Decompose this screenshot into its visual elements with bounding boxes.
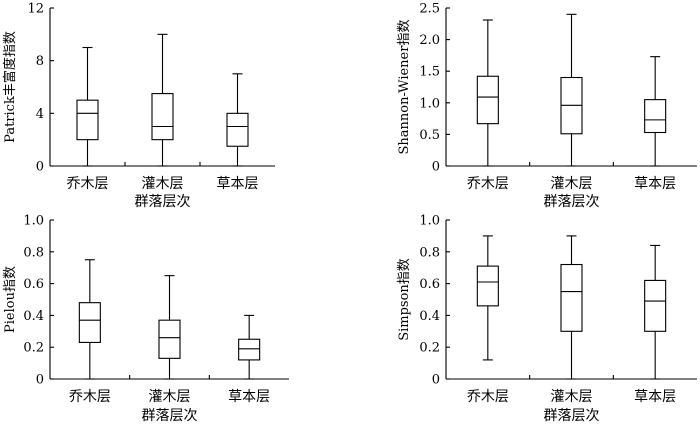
box-plot-3 (226, 73, 249, 167)
x-axis-label: 群落层次 (135, 194, 191, 210)
box-plot-2 (158, 275, 181, 380)
y-tick-label: 12 (27, 2, 44, 17)
iqr-box (226, 112, 249, 147)
y-tick-label: 0.4 (419, 309, 440, 324)
iqr-box (560, 263, 583, 332)
category-label: 草本层 (634, 389, 676, 405)
y-tick-label: 1.0 (419, 96, 440, 111)
iqr-box (644, 99, 667, 134)
box-plot-2 (151, 33, 174, 167)
box-plot-1 (476, 19, 499, 167)
y-tick-label: 0 (432, 160, 440, 175)
category-label: 灌木层 (551, 176, 593, 192)
y-tick-label: 0.6 (23, 277, 44, 292)
y-tick-label: 2.0 (419, 33, 440, 48)
box-plot-3 (644, 56, 667, 167)
y-axis-label: Patrick丰富度指数 (2, 31, 18, 143)
y-tick-label: 4 (36, 107, 44, 122)
category-label: 乔木层 (69, 389, 111, 405)
category-label: 草本层 (634, 176, 676, 192)
y-tick-label: 1.0 (23, 214, 44, 229)
y-tick-label: 0.8 (419, 245, 440, 260)
y-axis-label: Pielou指数 (3, 266, 18, 333)
y-tick-label: 1.0 (419, 214, 440, 229)
box-plot-1 (476, 235, 499, 361)
box-plot-1 (76, 46, 99, 167)
category-label: 乔木层 (467, 389, 509, 405)
x-axis-label: 群落层次 (544, 194, 600, 210)
iqr-box (644, 279, 667, 332)
iqr-box (158, 319, 181, 359)
y-tick-label: 0.2 (23, 341, 44, 356)
iqr-box (238, 338, 261, 361)
box-plot-1 (78, 259, 101, 380)
y-tick-label: 2.5 (419, 2, 440, 17)
box-plot-2 (560, 235, 583, 380)
iqr-box (76, 99, 99, 141)
y-tick-label: 8 (36, 54, 44, 69)
box-plot-3 (644, 244, 667, 380)
y-tick-label: 0.2 (419, 341, 440, 356)
y-tick-label: 0 (432, 373, 440, 388)
x-axis-label: 群落层次 (142, 408, 198, 424)
category-label: 灌木层 (149, 389, 191, 405)
iqr-box (78, 302, 101, 343)
category-label: 乔木层 (67, 176, 109, 192)
y-axis-label: Shannon-Wiener指数 (397, 20, 412, 155)
iqr-box (476, 265, 499, 307)
y-tick-label: 0 (36, 160, 44, 175)
x-axis-label: 群落层次 (544, 408, 600, 424)
y-tick-label: 0.8 (23, 245, 44, 260)
iqr-box (151, 93, 174, 141)
category-label: 草本层 (217, 176, 259, 192)
y-tick-label: 1.5 (419, 65, 440, 80)
category-label: 草本层 (228, 389, 270, 405)
box-plot-3 (238, 314, 261, 380)
y-tick-label: 0 (36, 373, 44, 388)
y-tick-label: 0.6 (419, 277, 440, 292)
category-label: 乔木层 (467, 176, 509, 192)
y-axis-label: Simpson指数 (397, 258, 412, 341)
box-plot-2 (560, 13, 583, 167)
iqr-box (476, 75, 499, 125)
y-tick-label: 0.5 (419, 128, 440, 143)
category-label: 灌木层 (142, 176, 184, 192)
category-label: 灌木层 (551, 389, 593, 405)
y-tick-label: 0.4 (23, 309, 44, 324)
